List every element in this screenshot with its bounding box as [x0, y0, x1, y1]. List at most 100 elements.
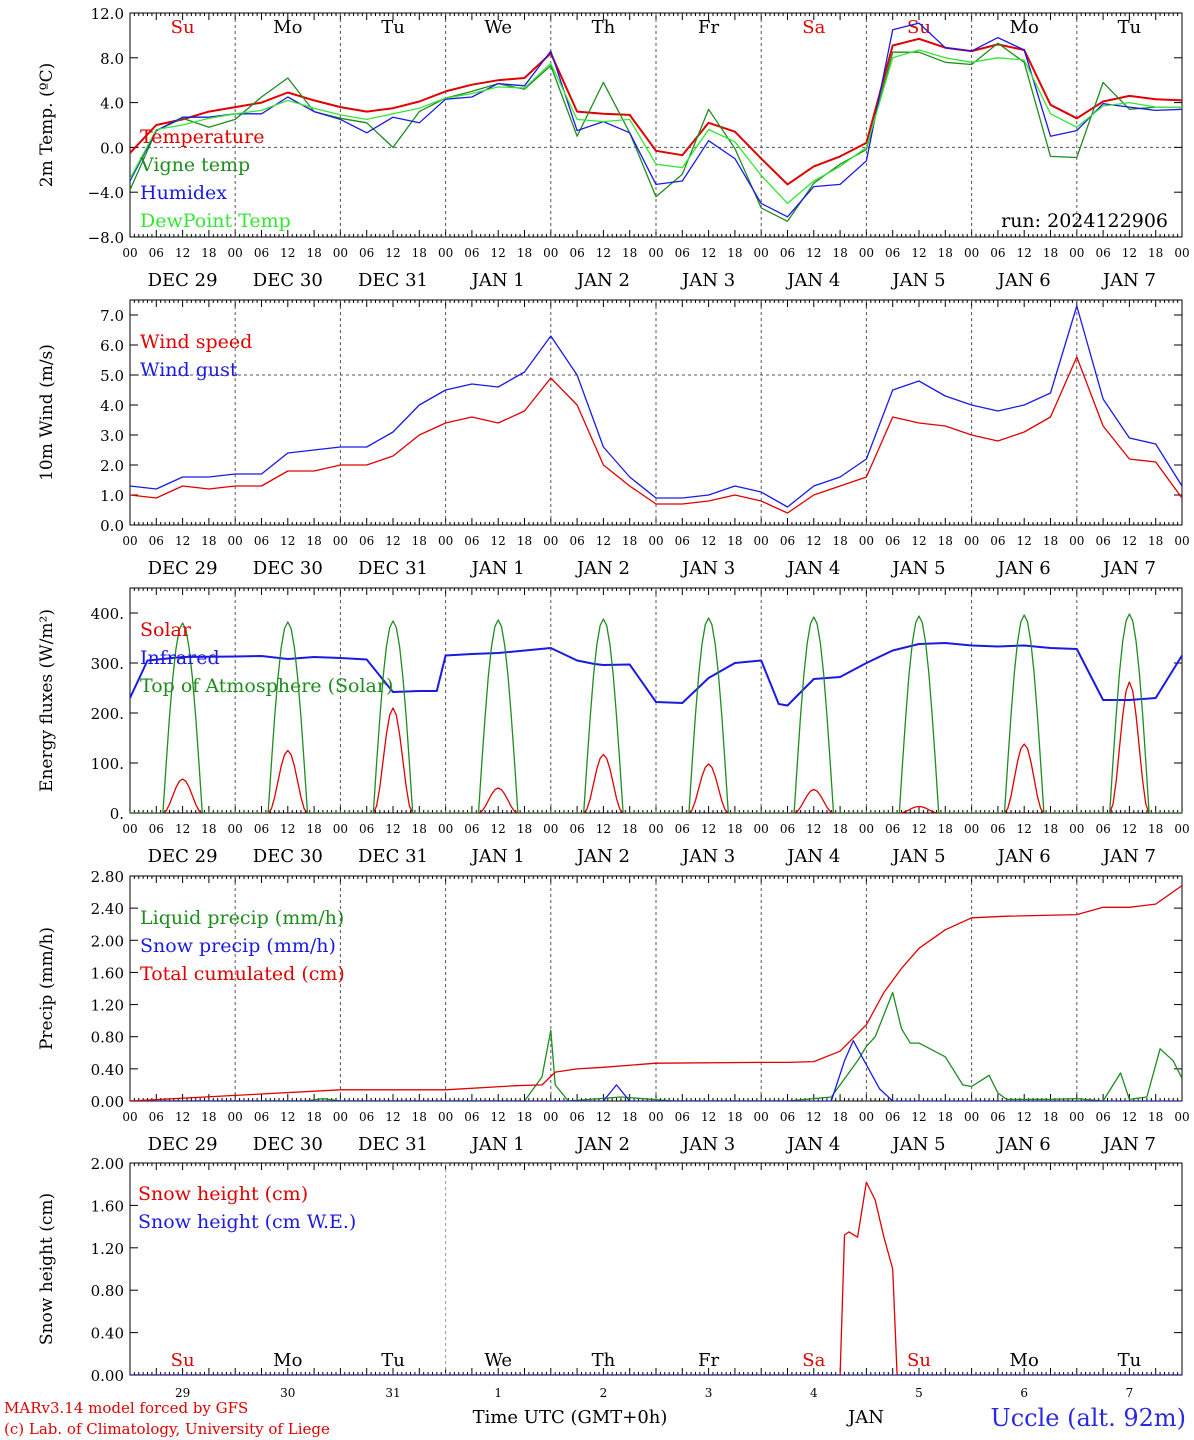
hour-tick-label: 18	[727, 246, 742, 260]
hour-tick-label: 06	[464, 534, 479, 548]
y-tick-label: −8.0	[88, 229, 124, 247]
hour-tick-label: 12	[385, 822, 400, 836]
hour-tick-label: 12	[701, 534, 716, 548]
y-axis-label: 2m Temp. (ºC)	[37, 63, 57, 188]
date-label: DEC 30	[253, 558, 323, 579]
hour-tick-label: 00	[333, 1110, 348, 1124]
series-group	[130, 305, 1182, 514]
day-name: Tu	[381, 1350, 405, 1371]
y-axis-label: Snow height (cm)	[37, 1193, 57, 1345]
hour-tick-label: 06	[254, 1110, 269, 1124]
hour-tick-label: 06	[990, 822, 1005, 836]
y-tick-label: 2.40	[91, 900, 124, 918]
series-line-top-of-atmosphere-solar	[130, 613, 1182, 813]
hour-tick-label: 06	[569, 534, 584, 548]
date-label: DEC 30	[253, 270, 323, 291]
date-label: DEC 29	[148, 558, 218, 579]
date-label: JAN 6	[996, 846, 1051, 867]
hour-tick-label: 00	[1069, 246, 1084, 260]
hour-tick-label: 18	[938, 534, 953, 548]
hour-tick-label: 00	[648, 822, 663, 836]
panel-3: 400. 300. 200. 100. 0. Energy fluxes (W/m²) 00…	[37, 587, 1190, 867]
hour-tick-label: 12	[596, 534, 611, 548]
hour-tick-label: 00	[648, 246, 663, 260]
day-number: 29	[175, 1386, 190, 1400]
y-tick-label: 0.40	[91, 1325, 124, 1343]
hour-tick-label: 18	[727, 534, 742, 548]
hour-tick-label: 12	[1017, 822, 1032, 836]
day-name: Tu	[1118, 17, 1142, 38]
hour-tick-label: 18	[1148, 822, 1163, 836]
y-axis-label: Energy fluxes (W/m²)	[37, 609, 57, 792]
hour-tick-label: 00	[228, 1110, 243, 1124]
hour-tick-label: 06	[1095, 534, 1110, 548]
hour-tick-label: 00	[964, 534, 979, 548]
hour-tick-label: 00	[1174, 534, 1189, 548]
series-group	[130, 1181, 1182, 1375]
date-label: JAN 1	[470, 846, 525, 867]
date-label: DEC 31	[358, 846, 428, 867]
hour-tick-label: 00	[438, 534, 453, 548]
series-line-dewpoint-temp	[130, 49, 1182, 205]
day-name: Tu	[381, 17, 405, 38]
plot-frame	[129, 299, 1183, 526]
hour-tick-label: 12	[175, 822, 190, 836]
date-label: JAN 7	[1101, 270, 1156, 291]
hour-tick-label: 12	[491, 534, 506, 548]
y-tick-label: 4.0	[100, 95, 124, 113]
legend-entry: Temperature	[140, 126, 264, 148]
hour-tick-label: 00	[333, 534, 348, 548]
hour-tick-label: 00	[228, 246, 243, 260]
hour-tick-label: 12	[1017, 534, 1032, 548]
hour-tick-label: 12	[701, 246, 716, 260]
hour-tick-label: 18	[1043, 822, 1058, 836]
hour-tick-label: 06	[149, 246, 164, 260]
hour-tick-label: 06	[359, 246, 374, 260]
date-label: DEC 30	[253, 846, 323, 867]
y-tick-label: 1.0	[100, 487, 124, 505]
hour-tick-label: 18	[306, 246, 321, 260]
hour-tick-label: 12	[280, 822, 295, 836]
hour-tick-label: 12	[701, 1110, 716, 1124]
hour-tick-label: 12	[911, 822, 926, 836]
hour-tick-label: 12	[1122, 822, 1137, 836]
y-tick-label: 12.0	[91, 5, 124, 23]
date-label: DEC 31	[358, 270, 428, 291]
y-tick-label: 300.	[91, 655, 124, 673]
date-label: JAN 3	[680, 558, 735, 579]
hour-tick-label: 12	[280, 1110, 295, 1124]
hour-tick-label: 18	[622, 534, 637, 548]
hour-tick-label: 12	[175, 534, 190, 548]
series-line-liquid-precip-mm-h	[130, 991, 1182, 1101]
hour-tick-label: 06	[149, 534, 164, 548]
series-group	[130, 22, 1182, 222]
series-line-temperature	[130, 37, 1182, 186]
y-tick-label: 1.60	[91, 1197, 124, 1215]
hour-tick-label: 12	[1122, 1110, 1137, 1124]
hour-tick-label: 06	[1095, 822, 1110, 836]
hour-tick-label: 06	[464, 1110, 479, 1124]
y-tick-label: 1.20	[91, 1240, 124, 1258]
hour-tick-label: 18	[832, 822, 847, 836]
hour-tick-label: 00	[543, 246, 558, 260]
hour-tick-label: 06	[780, 534, 795, 548]
hour-tick-label: 06	[569, 246, 584, 260]
hour-tick-label: 00	[964, 246, 979, 260]
run-label: run: 2024122906	[1001, 210, 1168, 232]
y-tick-label: 0.	[110, 805, 124, 823]
y-tick-label: 1.60	[91, 964, 124, 982]
hour-tick-label: 12	[806, 822, 821, 836]
legend-entry: Top of Atmosphere (Solar)	[140, 675, 393, 697]
date-label: JAN 4	[785, 1134, 840, 1155]
hour-tick-label: 12	[596, 246, 611, 260]
y-tick-label: 0.00	[91, 1093, 124, 1111]
day-number: 4	[810, 1386, 818, 1400]
day-name: Tu	[1118, 1350, 1142, 1371]
plot-frame	[129, 12, 1183, 238]
legend-entry: DewPoint Temp	[140, 210, 291, 232]
hour-tick-label: 00	[543, 822, 558, 836]
y-tick-label: 2.0	[100, 457, 124, 475]
day-number: 7	[1126, 1386, 1134, 1400]
y-tick-label: 6.0	[100, 337, 124, 355]
